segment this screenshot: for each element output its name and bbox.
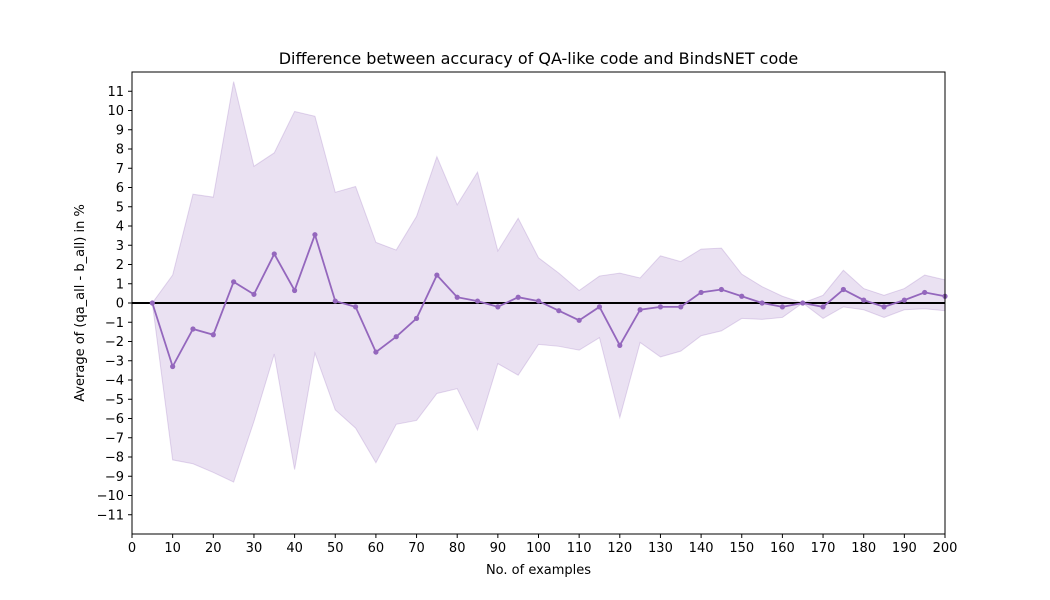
x-tick-label: 50 [327,541,344,556]
data-point [251,291,257,297]
x-tick-label: 40 [286,541,303,556]
data-point [271,251,277,257]
x-tick-label: 160 [770,541,795,556]
y-tick-label: −2 [105,335,124,350]
x-tick-label: 70 [408,541,425,556]
y-tick-label: 10 [107,104,124,119]
x-tick-label: 80 [449,541,466,556]
data-point [515,294,521,300]
confidence-band [151,81,946,483]
data-point [698,289,704,296]
data-point [678,304,684,310]
x-tick-label: 10 [164,541,181,556]
chart-title: Difference between accuracy of QA-like c… [279,49,799,68]
data-point [901,297,907,303]
data-point [840,286,846,293]
y-tick-label: 2 [116,258,124,273]
data-point [718,286,725,293]
x-tick-label: 60 [368,541,385,556]
y-tick-label: 8 [116,143,124,158]
data-point [800,300,806,306]
data-point [434,272,440,278]
y-tick-label: −8 [105,451,124,466]
y-tick-label: 4 [116,220,124,235]
data-points-layer [149,232,948,370]
y-tick-label: 7 [116,162,124,177]
y-tick-label: −1 [105,316,124,331]
data-point [739,293,745,299]
data-point [332,298,338,304]
data-point [170,363,176,370]
data-point [393,334,399,340]
y-tick-label: 3 [116,239,124,254]
y-tick-label: −3 [105,354,124,369]
y-tick-label: 6 [116,181,124,196]
x-tick-label: 120 [607,541,632,556]
x-tick-label: 140 [689,541,714,556]
y-tick-label: −9 [105,470,124,485]
data-point [779,304,786,310]
y-tick-label: 1 [116,277,124,292]
data-point [474,298,481,304]
x-tick-label: 90 [490,541,507,556]
data-point [454,294,460,300]
data-point [922,289,928,296]
data-point [413,315,420,321]
x-tick-label: 190 [892,541,917,556]
x-tick-label: 100 [526,541,551,556]
data-point [312,232,318,238]
y-tick-label: −5 [105,393,124,408]
y-tick-label: 5 [116,200,124,215]
x-tick-label: 200 [933,541,958,556]
x-tick-label: 30 [246,541,263,556]
y-tick-label: −4 [105,374,124,389]
x-tick-label: 170 [811,541,836,556]
data-point [657,304,664,310]
data-point [373,349,379,355]
data-point [231,279,237,285]
series-line-layer [151,231,946,369]
x-tick-label: 130 [648,541,673,556]
x-tick-label: 180 [851,541,876,556]
y-tick-label: −7 [105,431,124,446]
series-line [151,231,946,369]
x-axis-ticks: 0 10 20 30 40 50 60 70 80 90 100 110 120 130 140 150 160… [128,534,958,556]
data-point [637,307,643,313]
data-point [820,304,826,310]
y-tick-label: 0 [116,297,124,312]
data-point [759,300,765,306]
data-point [535,298,542,304]
data-point [149,300,155,306]
x-tick-label: 0 [128,541,136,556]
y-tick-label: −11 [97,508,124,523]
data-point [861,297,867,303]
data-point [495,304,501,310]
x-tick-label: 150 [729,541,754,556]
y-tick-label: 9 [116,123,124,138]
data-point [292,287,298,294]
y-axis-label: Average of (qa_all - b_all) in % [73,204,88,402]
data-point [190,326,196,332]
data-point [596,304,603,310]
data-point [881,304,887,310]
data-point [352,304,359,310]
data-point [556,308,562,314]
data-point [210,332,216,338]
y-tick-label: −6 [105,412,124,427]
data-point [617,342,623,348]
x-axis-label: No. of examples [486,563,591,578]
x-tick-label: 20 [205,541,222,556]
y-tick-label: −10 [97,489,124,504]
confidence-band-layer [151,81,946,483]
data-point [576,317,582,323]
x-tick-label: 110 [567,541,592,556]
y-tick-label: 11 [107,85,124,100]
